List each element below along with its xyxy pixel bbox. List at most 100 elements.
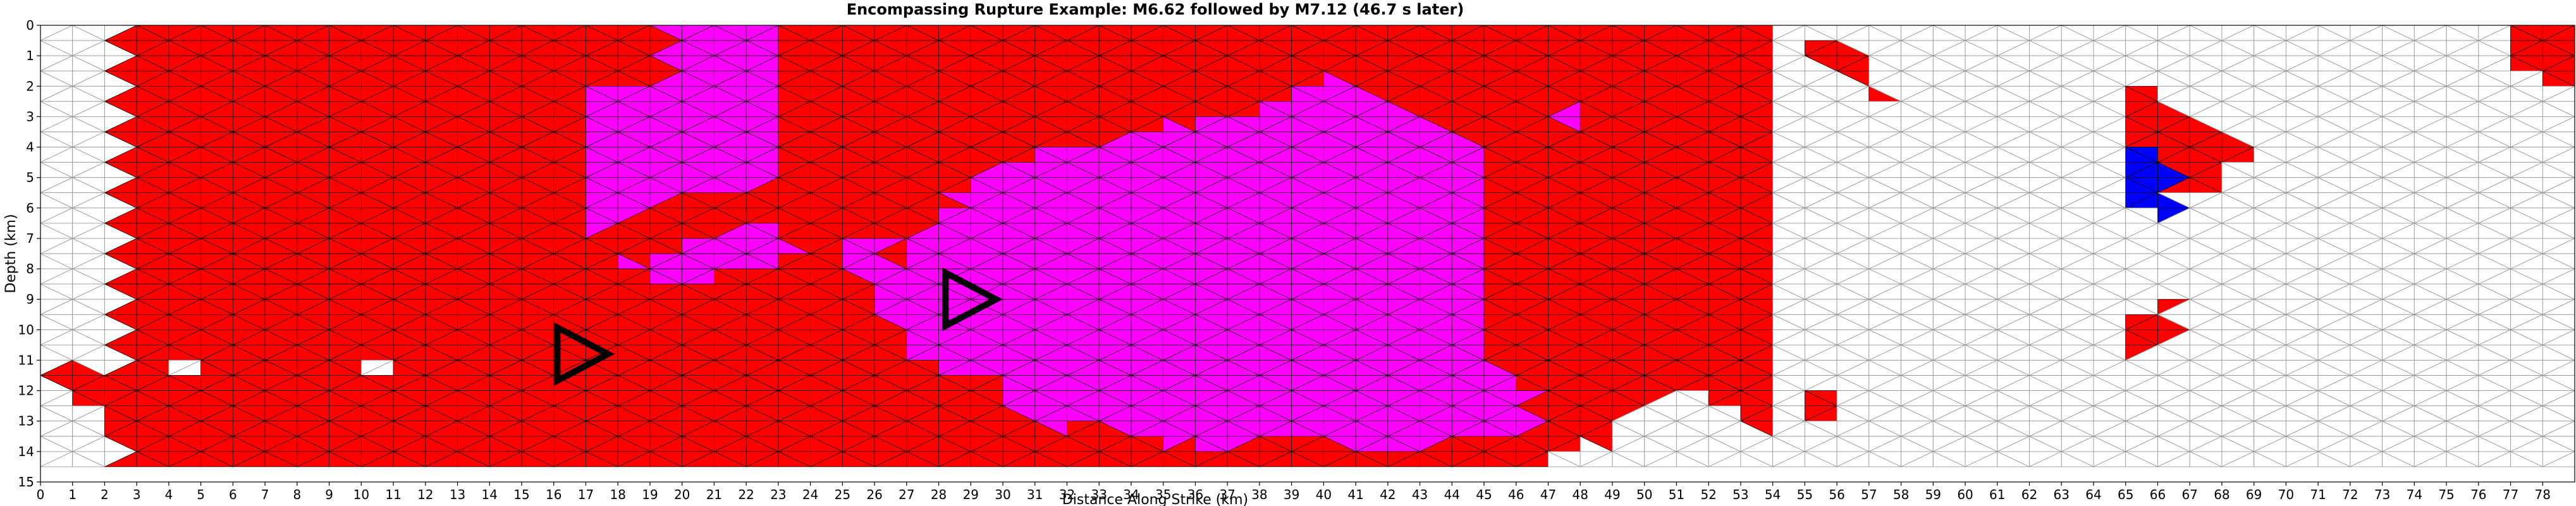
x-axis-label: Distance Along Strike (km) xyxy=(1062,492,1248,506)
x-tick-label: 75 xyxy=(2438,487,2454,502)
x-tick-label: 42 xyxy=(1380,487,1395,502)
x-tick-label: 13 xyxy=(450,487,465,502)
x-tick-label: 57 xyxy=(1861,487,1877,502)
x-tick-label: 68 xyxy=(2214,487,2229,502)
x-tick-label: 71 xyxy=(2310,487,2326,502)
y-tick-label: 15 xyxy=(18,474,34,490)
x-tick-label: 18 xyxy=(610,487,625,502)
x-tick-label: 58 xyxy=(1893,487,1909,502)
x-tick-label: 54 xyxy=(1765,487,1781,502)
plot-frame xyxy=(40,25,2575,483)
x-tick-label: 51 xyxy=(1669,487,1684,502)
x-tick-label: 23 xyxy=(770,487,786,502)
y-tick-label: 13 xyxy=(18,414,34,429)
x-tick-label: 63 xyxy=(2054,487,2070,502)
x-tick-label: 70 xyxy=(2278,487,2294,502)
x-tick-label: 32 xyxy=(1059,487,1075,502)
hypocenter-markers xyxy=(554,267,1003,386)
y-tick-label: 3 xyxy=(26,109,34,124)
x-tick-label: 40 xyxy=(1316,487,1332,502)
x-tick-label: 1 xyxy=(68,487,77,502)
y-tick-label: 2 xyxy=(26,78,34,94)
x-tick-label: 66 xyxy=(2150,487,2166,502)
x-tick-label: 11 xyxy=(385,487,401,502)
x-tick-label: 77 xyxy=(2503,487,2518,502)
chart-title: Encompassing Rupture Example: M6.62 foll… xyxy=(847,1,1464,18)
x-tick-label: 33 xyxy=(1091,487,1107,502)
y-tick-label: 1 xyxy=(26,48,34,63)
x-tick-label: 14 xyxy=(482,487,498,502)
x-tick-label: 27 xyxy=(899,487,914,502)
x-tick-label: 12 xyxy=(417,487,433,502)
x-tick-label: 49 xyxy=(1604,487,1620,502)
x-tick-label: 38 xyxy=(1251,487,1267,502)
x-tick-label: 47 xyxy=(1540,487,1556,502)
x-tick-label: 41 xyxy=(1347,487,1363,502)
x-tick-label: 29 xyxy=(963,487,979,502)
x-tick-label: 4 xyxy=(165,487,173,502)
y-tick-label: 0 xyxy=(26,18,34,33)
hypocenter-marker-2 xyxy=(942,267,1003,331)
x-tick-label: 35 xyxy=(1155,487,1171,502)
y-tick-label: 8 xyxy=(26,261,34,276)
x-tick-label: 25 xyxy=(835,487,850,502)
x-tick-label: 30 xyxy=(995,487,1010,502)
x-tick-label: 39 xyxy=(1284,487,1299,502)
x-tick-label: 19 xyxy=(642,487,658,502)
x-tick-label: 69 xyxy=(2246,487,2262,502)
x-axis: 0 1 2 3 4 5 6 7 8 9 10 11 12 13 14 15 16 17 18 19 20 21 22 23 24… xyxy=(37,482,2551,502)
x-tick-label: 65 xyxy=(2118,487,2133,502)
x-tick-label: 9 xyxy=(325,487,333,502)
x-tick-label: 3 xyxy=(133,487,141,502)
x-tick-label: 21 xyxy=(706,487,722,502)
x-tick-label: 6 xyxy=(229,487,237,502)
x-tick-label: 48 xyxy=(1573,487,1588,502)
y-tick-label: 9 xyxy=(26,292,34,307)
y-tick-label: 6 xyxy=(26,201,34,216)
y-tick-label: 11 xyxy=(18,352,34,367)
x-tick-label: 8 xyxy=(293,487,302,502)
x-tick-label: 28 xyxy=(931,487,947,502)
x-tick-label: 60 xyxy=(1957,487,1973,502)
x-tick-label: 56 xyxy=(1829,487,1844,502)
x-tick-label: 5 xyxy=(197,487,205,502)
y-axis-label: Depth (km) xyxy=(3,214,19,293)
x-tick-label: 37 xyxy=(1219,487,1235,502)
x-tick-label: 52 xyxy=(1700,487,1716,502)
x-tick-label: 24 xyxy=(802,487,818,502)
x-tick-label: 74 xyxy=(2407,487,2422,502)
x-tick-label: 15 xyxy=(513,487,529,502)
x-tick-label: 16 xyxy=(546,487,561,502)
y-tick-label: 14 xyxy=(18,444,34,459)
x-tick-label: 62 xyxy=(2021,487,2037,502)
x-tick-label: 34 xyxy=(1123,487,1139,502)
x-tick-label: 61 xyxy=(1989,487,2005,502)
x-tick-label: 55 xyxy=(1797,487,1813,502)
x-tick-label: 17 xyxy=(578,487,594,502)
y-tick-label: 5 xyxy=(26,170,34,185)
x-tick-label: 78 xyxy=(2535,487,2551,502)
x-tick-label: 46 xyxy=(1508,487,1524,502)
x-tick-label: 31 xyxy=(1027,487,1043,502)
x-tick-label: 36 xyxy=(1187,487,1203,502)
y-tick-label: 10 xyxy=(18,322,34,337)
x-tick-label: 67 xyxy=(2181,487,2197,502)
x-tick-label: 0 xyxy=(37,487,45,502)
x-tick-label: 45 xyxy=(1476,487,1492,502)
x-tick-label: 64 xyxy=(2085,487,2101,502)
y-tick-label: 12 xyxy=(18,383,34,398)
x-tick-label: 10 xyxy=(353,487,369,502)
fault-mesh xyxy=(40,25,2575,467)
x-tick-label: 7 xyxy=(261,487,269,502)
hypocenter-marker-1 xyxy=(554,322,615,386)
x-tick-label: 26 xyxy=(866,487,882,502)
x-tick-label: 76 xyxy=(2470,487,2486,502)
x-tick-label: 50 xyxy=(1636,487,1652,502)
y-tick-label: 4 xyxy=(26,140,34,155)
x-tick-label: 43 xyxy=(1412,487,1428,502)
x-tick-label: 22 xyxy=(738,487,754,502)
x-tick-label: 53 xyxy=(1733,487,1748,502)
y-tick-label: 7 xyxy=(26,231,34,246)
